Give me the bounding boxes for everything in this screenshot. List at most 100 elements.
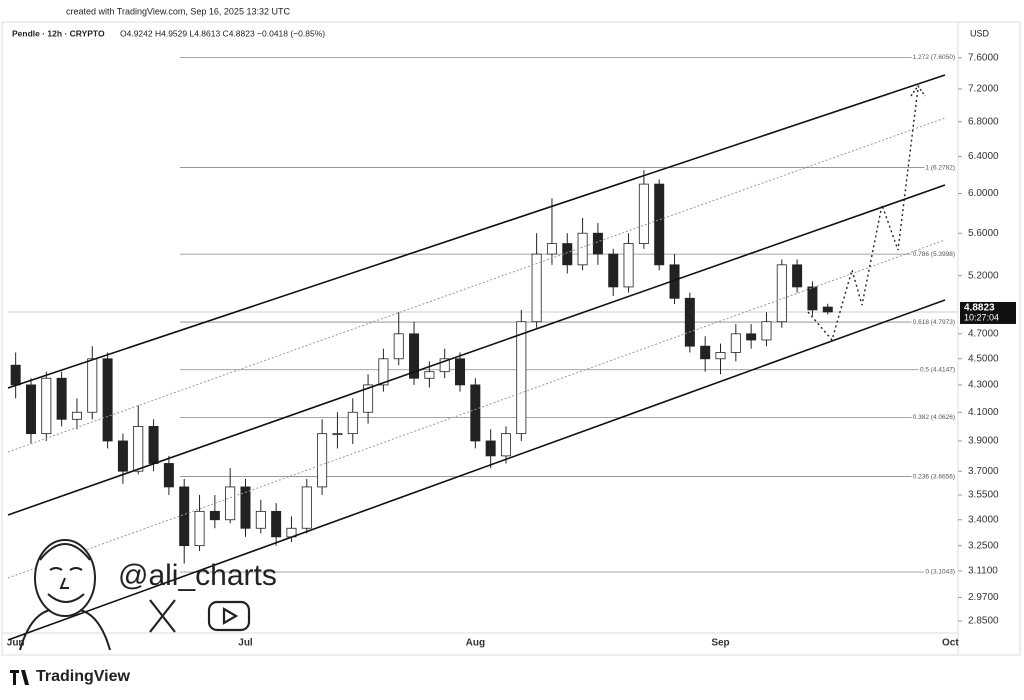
candle-body [470,384,481,442]
fib-label: 0 (3.1043) [925,569,955,576]
y-tick-label: 3.7000 [968,466,999,477]
candle-body [546,243,557,255]
candle-body [746,333,757,341]
candle-body [133,426,144,472]
ohlc-header: O4.9242 H4.9529 L4.8613 C4.8823 −0.0418 … [120,28,325,38]
countdown: 10:27:04 [964,312,999,322]
candle-body [608,253,619,288]
brand-logo [10,670,29,685]
candle-body [393,333,404,360]
channel-line [7,184,946,516]
channel-line [7,74,946,389]
candle-body [378,358,389,386]
candle-body [500,433,511,457]
brand-name: TradingView [36,668,131,685]
candle-body [776,264,787,323]
candle-body [271,510,282,538]
y-tick-label: 2.8500 [968,616,999,627]
avatar [19,539,111,651]
candle-body [209,510,220,521]
candle-body [654,183,665,266]
candle-body [684,297,695,347]
candle-body [363,384,374,413]
channel [7,74,946,641]
candle-body [25,384,36,435]
candle-body [41,377,52,435]
y-tick-label: 3.2500 [968,540,999,551]
candle-body [638,183,649,244]
y-tick-label: 3.4000 [968,514,999,525]
watermark: @ali_charts [118,559,277,592]
candle-body [807,286,818,311]
candle-body [225,486,236,521]
fib-label: 0.618 (4.7973) [913,319,955,326]
fib-label: 1.272 (7.6050) [913,54,955,61]
x-tick-label: Aug [466,638,485,649]
x-tick-label: Jun [7,638,25,649]
last-price-label: 4.8823 [964,303,995,314]
y-tick-label: 4.7000 [968,328,999,339]
candle-body [761,321,772,341]
frame [1,21,1021,656]
created-note: created with TradingView.com, Sep 16, 20… [66,6,290,16]
channel-mid-line [7,117,946,453]
candle-body [332,433,343,436]
y-tick-label: 3.9000 [968,436,999,447]
y-tick-label: 3.1100 [968,566,998,577]
youtube-play [222,607,239,625]
candle-body [255,510,266,529]
y-tick-label: 7.6000 [968,52,999,63]
candle-body [317,433,328,488]
y-tick-label: 7.2000 [968,84,999,95]
y-tick-label: 4.5000 [968,353,999,364]
currency: USD [970,28,990,38]
candle-body [163,463,174,488]
candle-body [347,411,358,435]
candle-body [822,306,833,313]
y-tick-label: 4.1000 [968,407,999,418]
candle-body [71,411,82,420]
social-icons [149,599,251,633]
projection-arrowhead [910,84,926,97]
candle-body [117,440,128,472]
y-tick-label: 6.4000 [968,151,999,162]
candle-body [439,358,450,373]
y-tick-label: 3.5500 [968,490,999,501]
y-tick-label: 6.0000 [968,188,999,199]
candle-body [455,358,466,386]
fib-label: 0.786 (5.3998) [913,251,955,258]
brand: TradingView [10,668,131,685]
candle-body [485,440,496,457]
channel-line [7,299,946,641]
candle-body [730,333,741,353]
candle-body [301,486,312,529]
fib-label: 0.382 (4.0626) [913,414,955,421]
candle-body [516,321,527,435]
candle-body [179,486,190,547]
candle-body [623,243,634,288]
plot: 1.272 (7.6050) 1 (6.2782) 0.786 (5.3998) 0.… [7,52,1016,649]
x-tick-label: Sep [711,638,729,649]
y-tick-label: 4.3000 [968,380,999,391]
fib-label: 1 (6.2782) [925,164,955,171]
x-tick-label: Jul [238,638,253,649]
candle-body [87,358,98,413]
y-tick-label: 5.6000 [968,228,999,239]
x-icon [149,599,176,633]
candle-body [409,333,420,379]
fib-label: 0.5 (4.4147) [920,366,955,373]
candle-body [562,243,573,266]
candle-body [10,364,21,386]
candle-body [577,232,588,266]
candle-body [792,264,803,288]
projection-path [807,87,919,342]
candle-body [240,486,251,529]
candle-body [715,352,726,360]
candle-body [592,232,603,255]
youtube-icon [207,600,251,632]
candle-body [194,510,205,547]
candle-body [148,426,159,464]
candle-body [424,371,435,379]
